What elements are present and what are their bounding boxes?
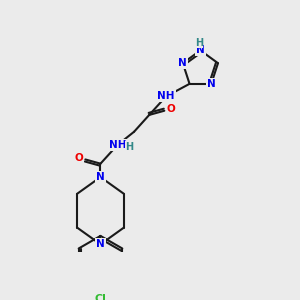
Text: O: O	[74, 153, 83, 163]
Text: N: N	[96, 239, 105, 249]
Text: Cl: Cl	[94, 294, 106, 300]
Text: N: N	[178, 58, 187, 68]
Text: N: N	[96, 172, 105, 182]
Text: NH: NH	[109, 140, 126, 150]
Text: N: N	[207, 79, 216, 89]
Text: O: O	[167, 104, 176, 114]
Text: N: N	[196, 45, 205, 56]
Text: H: H	[125, 142, 133, 152]
Text: NH: NH	[157, 92, 175, 101]
Text: H: H	[195, 38, 203, 48]
